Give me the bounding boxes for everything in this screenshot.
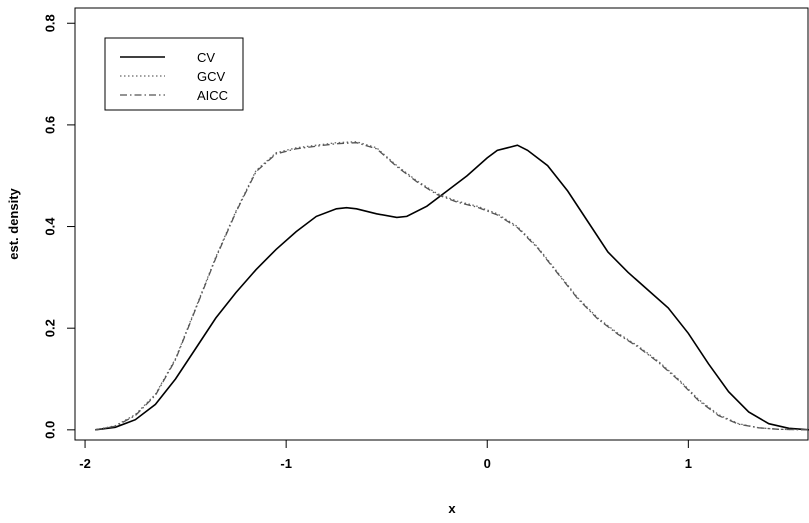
y-tick-label: 0.6: [42, 116, 57, 134]
legend-box: [104, 37, 244, 111]
series-line-gcv: [94, 141, 809, 431]
legend-label-cv: CV: [197, 50, 215, 65]
x-axis: -2 -1 0 1: [79, 440, 692, 471]
y-tick-label: 0.4: [42, 217, 57, 236]
series-line-cv: [95, 144, 809, 431]
x-tick-label: 1: [685, 456, 692, 471]
y-tick-label: 0.2: [42, 319, 57, 337]
legend: CV GCV AICC: [104, 37, 244, 111]
y-axis-label: est. density: [6, 187, 21, 259]
x-tick-label: 0: [484, 456, 491, 471]
y-axis: 0.0 0.2 0.4 0.6 0.8: [42, 14, 75, 439]
legend-label-gcv: GCV: [197, 69, 226, 84]
series-line-aicc: [94, 142, 809, 431]
series-layer: [94, 141, 809, 431]
plot-frame: [74, 7, 809, 441]
x-tick-label: -1: [280, 456, 292, 471]
y-tick-label: 0.8: [42, 14, 57, 32]
x-tick-label: -2: [79, 456, 91, 471]
legend-label-aicc: AICC: [197, 88, 228, 103]
x-axis-label: x: [448, 501, 456, 516]
y-tick-label: 0.0: [42, 421, 57, 439]
